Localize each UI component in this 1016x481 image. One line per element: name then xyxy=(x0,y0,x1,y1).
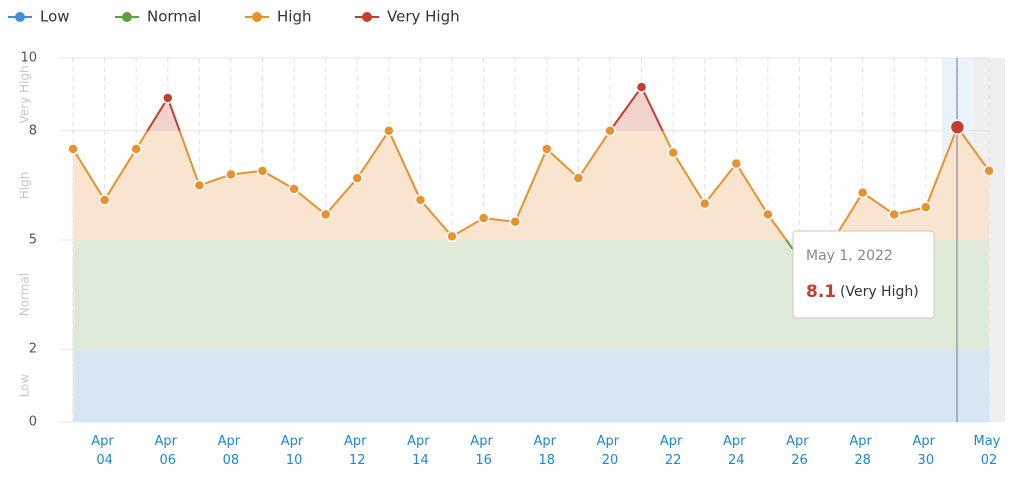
point xyxy=(509,216,521,228)
legend-marker xyxy=(122,12,132,22)
legend-label: High xyxy=(277,8,311,26)
point xyxy=(383,125,395,137)
legend-label: Normal xyxy=(147,8,201,26)
tooltip-date: May 1, 2022 xyxy=(806,248,893,264)
legend-label: Low xyxy=(40,8,70,26)
point xyxy=(256,165,269,177)
legend-marker xyxy=(252,12,262,22)
point xyxy=(667,146,679,159)
level-label: Normal xyxy=(18,273,32,316)
tooltip-value: 8.1 xyxy=(806,282,836,302)
point xyxy=(67,143,79,155)
y-tick-label: 2 xyxy=(29,342,37,357)
point xyxy=(635,81,648,93)
point xyxy=(949,119,966,135)
point xyxy=(698,197,711,210)
point xyxy=(288,183,300,195)
x-tick-label: Apr 26 xyxy=(786,434,813,468)
point xyxy=(193,179,206,192)
point xyxy=(856,186,869,199)
point xyxy=(888,208,900,221)
level-label: Very High xyxy=(18,65,32,123)
x-tick-label: Apr 28 xyxy=(849,434,876,468)
point xyxy=(983,165,995,177)
point xyxy=(920,201,932,213)
point xyxy=(130,143,142,155)
x-tick-label: Apr 06 xyxy=(154,434,181,468)
x-tick-label: Apr 22 xyxy=(660,434,687,468)
x-tick-label: Apr 04 xyxy=(91,434,118,468)
y-tick-label: 5 xyxy=(29,233,37,248)
x-tick-label: Apr 12 xyxy=(344,434,371,468)
point xyxy=(541,143,553,155)
legend-marker xyxy=(15,12,25,22)
point xyxy=(762,208,774,221)
tooltip-level: (Very High) xyxy=(840,284,919,300)
x-tick-label: Apr 10 xyxy=(281,434,308,468)
point xyxy=(98,194,111,206)
legend-marker xyxy=(362,12,372,22)
x-tick-label: Apr 08 xyxy=(218,434,245,468)
point xyxy=(572,172,585,184)
point xyxy=(319,208,332,221)
y-tick-label: 8 xyxy=(29,123,37,138)
x-tick-label: Apr 14 xyxy=(407,434,434,468)
level-label: High xyxy=(18,172,32,200)
point xyxy=(225,168,237,181)
legend-label: Very High xyxy=(387,8,460,26)
x-tick-label: Apr 16 xyxy=(470,434,497,468)
level-band xyxy=(73,349,989,422)
point xyxy=(162,92,174,104)
x-tick-label: May 02 xyxy=(973,434,1004,468)
point xyxy=(730,157,743,170)
y-tick-label: 0 xyxy=(29,415,37,430)
point xyxy=(446,230,458,243)
level-band xyxy=(73,87,989,131)
point xyxy=(414,194,427,206)
point xyxy=(604,125,616,137)
point xyxy=(351,172,364,184)
level-label: Low xyxy=(18,374,32,398)
tooltip-box xyxy=(792,230,935,319)
x-tick-label: Apr 30 xyxy=(913,434,940,468)
x-tick-label: Apr 20 xyxy=(597,434,624,468)
point xyxy=(477,212,490,224)
x-tick-label: Apr 24 xyxy=(723,434,750,468)
y-tick-label: 10 xyxy=(20,51,37,66)
x-tick-label: Apr 18 xyxy=(533,434,560,468)
